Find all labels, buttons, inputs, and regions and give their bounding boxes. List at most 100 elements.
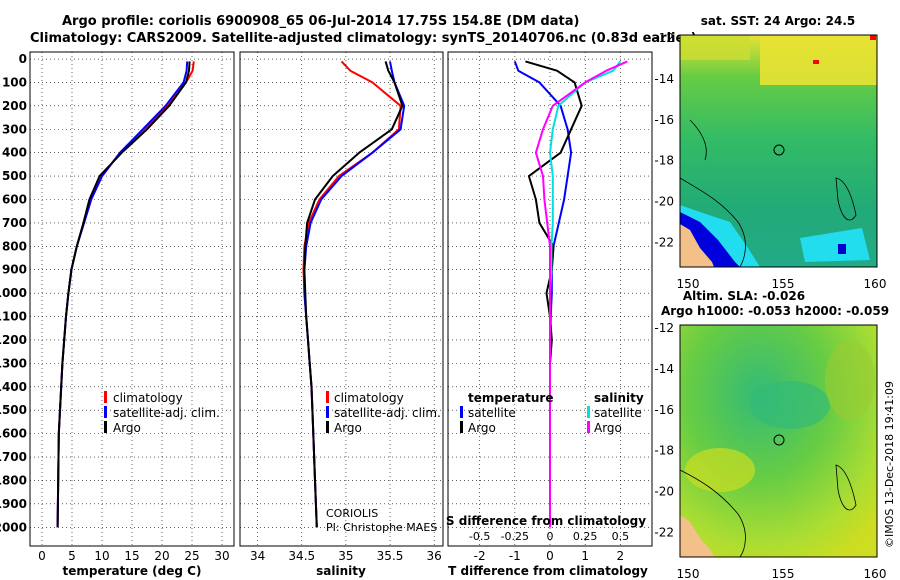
legend-argo-label: Argo [113, 421, 141, 435]
salinity-legend: climatology satellite-adj. clim. Argo [326, 391, 441, 435]
temperature-tick-label: 5 [68, 549, 76, 563]
salinity-tick-label: 34 [250, 549, 265, 563]
coastline [679, 464, 857, 558]
depth-tick-label: 1400 [0, 380, 27, 394]
legend-satellite-label: satellite-adj. clim. [113, 406, 220, 420]
depth-tick-label: 500 [2, 169, 27, 183]
longitude-tick-label: 160 [864, 277, 887, 291]
salinity-xlabel: salinity [316, 564, 366, 578]
legend-climatology-label: climatology [113, 391, 183, 405]
longitude-tick-label: 155 [772, 567, 795, 580]
depth-tick-label: 100 [2, 75, 27, 89]
difference-tick-label: 0 [546, 549, 554, 563]
latitude-tick-label: -18 [654, 154, 674, 168]
series-line-argo [56, 61, 191, 528]
sst-warm-patch [680, 35, 750, 60]
latitude-tick-label: -20 [654, 195, 674, 209]
series-line-argo [303, 61, 404, 528]
profile-series [56, 60, 628, 528]
latitude-tick-label: -22 [654, 235, 674, 249]
land-mass [680, 224, 714, 267]
imos-credit: ©IMOS 13-Dec-2018 19:41:09 [883, 381, 896, 548]
temperature-tick-label: 0 [38, 549, 46, 563]
float-position-marker [773, 144, 785, 156]
x-tick-labels: 0 5 10 15 20 25 30 34 34.5 35 35.5 36 -2 -1 0 1 2 [38, 549, 624, 563]
temperature-tick-label: 10 [94, 549, 109, 563]
legend-satellite-swatch [326, 406, 329, 418]
longitude-tick-label: 160 [864, 567, 887, 580]
difference-xlabel: T difference from climatology [448, 564, 648, 578]
depth-tick-label: 1300 [0, 356, 27, 370]
sla-high-patch [685, 448, 755, 492]
depth-tick-label: 1200 [0, 333, 27, 347]
latitude-tick-label: -12 [654, 31, 674, 45]
map-tick-labels: -12 -14 -16 -18 -20 -22 150 155 160 -12 -14 -16 -18 -… [654, 31, 886, 580]
difference-tick-label: 2 [617, 549, 625, 563]
legend-s-satellite-label: satellite [594, 406, 642, 420]
sst-map-title: sat. SST: 24 Argo: 24.5 [701, 14, 855, 28]
temperature-axes [29, 51, 235, 547]
legend-s-argo-label: Argo [594, 421, 622, 435]
legend-s-argo-swatch [587, 421, 590, 433]
depth-tick-label: 1800 [0, 473, 27, 487]
salinity-tick-label: 36 [427, 549, 442, 563]
sst-cool-water [800, 228, 870, 262]
depth-tick-label: 600 [2, 192, 27, 206]
difference-legend: temperature satellite Argo salinity sate… [460, 391, 644, 435]
salinity-tick-label: 35 [338, 549, 353, 563]
depth-tick-label: 700 [2, 216, 27, 230]
temperature-tick-label: 15 [124, 549, 139, 563]
sla-title-line1: Altim. SLA: -0.026 [683, 289, 805, 303]
depth-tick-label: 1900 [0, 497, 27, 511]
series-line-argo [534, 60, 628, 528]
s-difference-tick-label: -0.25 [501, 530, 529, 543]
longitude-tick-label: 150 [677, 277, 700, 291]
latitude-tick-label: -20 [654, 485, 674, 499]
difference-tick-label: -1 [509, 549, 521, 563]
coastline [679, 119, 857, 268]
sst-cold-cell [838, 244, 846, 254]
legend-climatology-swatch [104, 391, 107, 403]
legend-temperature-title: temperature [468, 391, 553, 405]
data-centre-note: CORIOLIS [326, 507, 378, 520]
salinity-axes [239, 51, 444, 547]
legend-satellite-swatch [104, 406, 107, 418]
depth-tick-label: 800 [2, 239, 27, 253]
latitude-tick-label: -22 [654, 525, 674, 539]
latitude-tick-label: -12 [654, 321, 674, 335]
difference-tick-label: 1 [581, 549, 589, 563]
legend-t-satellite-label: satellite [468, 406, 516, 420]
legend-argo-swatch [326, 421, 329, 433]
latitude-tick-label: -18 [654, 444, 674, 458]
legend-climatology-label: climatology [334, 391, 404, 405]
longitude-tick-label: 155 [772, 277, 795, 291]
legend-argo-label: Argo [334, 421, 362, 435]
legend-climatology-swatch [326, 391, 329, 403]
s-difference-tick-labels: -0.5 -0.25 0 0.25 0.5 [469, 530, 629, 543]
legend-t-argo-swatch [460, 421, 463, 433]
depth-tick-labels: 0 100 200 300 400 500 600 700 800 900 1000 1100 1200… [0, 52, 27, 534]
sst-red-pixel [813, 60, 819, 64]
latitude-tick-label: -16 [654, 113, 674, 127]
sla-map-frame [679, 324, 878, 558]
latitude-tick-label: -16 [654, 403, 674, 417]
legend-argo-swatch [104, 421, 107, 433]
legend-t-satellite-swatch [460, 406, 463, 418]
sla-title-line2: Argo h1000: -0.053 h2000: -0.059 [661, 304, 889, 318]
salinity-tick-label: 34.5 [288, 549, 315, 563]
s-difference-tick-label: 0 [547, 530, 554, 543]
salinity-tick-label: 35.5 [377, 549, 404, 563]
depth-tick-label: 1700 [0, 450, 27, 464]
figure-title-line2: Climatology: CARS2009. Satellite-adjuste… [30, 31, 697, 46]
depth-tick-label: 400 [2, 146, 27, 160]
s-difference-tick-label: -0.5 [469, 530, 490, 543]
difference-tick-label: -2 [474, 549, 486, 563]
latitude-tick-label: -14 [654, 72, 674, 86]
longitude-tick-label: 150 [677, 567, 700, 580]
temperature-tick-label: 30 [214, 549, 229, 563]
s-difference-title: S difference from climatology [446, 514, 646, 528]
depth-tick-label: 0 [19, 52, 27, 66]
temperature-xlabel: temperature (deg C) [63, 564, 202, 578]
depth-tick-label: 1000 [0, 286, 27, 300]
